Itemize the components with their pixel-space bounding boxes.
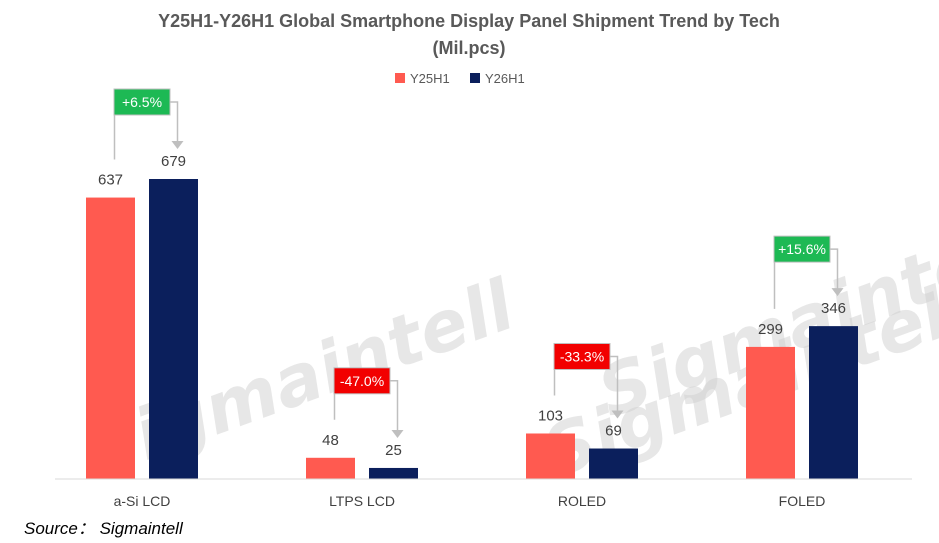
bar [589,448,638,479]
data-label: 346 [821,300,846,317]
source-note: Source： Sigmaintell [24,519,183,538]
bar [809,326,858,479]
change-label: -47.0% [340,373,384,389]
change-connector [610,355,619,413]
change-badge [333,367,391,395]
bar [746,346,795,479]
legend-swatch [470,73,480,83]
bar [86,197,135,479]
data-label: 103 [538,407,563,424]
legend-swatch [395,73,405,83]
change-connector [390,380,399,432]
bars-layer [86,179,858,479]
change-label: +6.5% [122,94,162,110]
change-badge [773,235,831,263]
category-label: ROLED [558,493,606,509]
labels-layer: 637 679 a-Si LCD +6.5% 48 25 LTPS LCD -47.0% 103… [98,88,846,509]
category-label: LTPS LCD [329,493,395,509]
data-label: 299 [758,321,783,338]
legend-label: Y26H1 [485,71,525,86]
data-label: 48 [322,432,339,449]
change-connector [170,101,179,143]
watermark-text: Sigmaintell [76,264,525,494]
bar [306,457,355,479]
data-label: 679 [161,153,186,170]
data-label: 25 [385,442,402,459]
change-arrow-head [831,288,844,297]
bar [369,467,418,479]
change-connector [830,248,839,291]
change-badge [553,342,611,370]
change-badge [113,88,171,116]
data-label: 637 [98,172,123,189]
legend: Y25H1 Y26H1 [395,71,525,86]
bar [526,433,575,479]
category-label: FOLED [779,493,826,509]
bar [149,179,198,479]
change-arrow-head [391,429,404,438]
data-label: 69 [605,423,622,440]
category-label: a-Si LCD [114,493,171,509]
change-label: -33.3% [560,348,604,364]
chart-title-line2: (Mil.pcs) [432,38,505,58]
change-arrow-head [171,141,184,149]
change-label: +15.6% [778,241,826,257]
legend-label: Y25H1 [410,71,450,86]
chart-title-line1: Y25H1-Y26H1 Global Smartphone Display Pa… [158,11,780,31]
change-arrow-head [611,410,624,419]
